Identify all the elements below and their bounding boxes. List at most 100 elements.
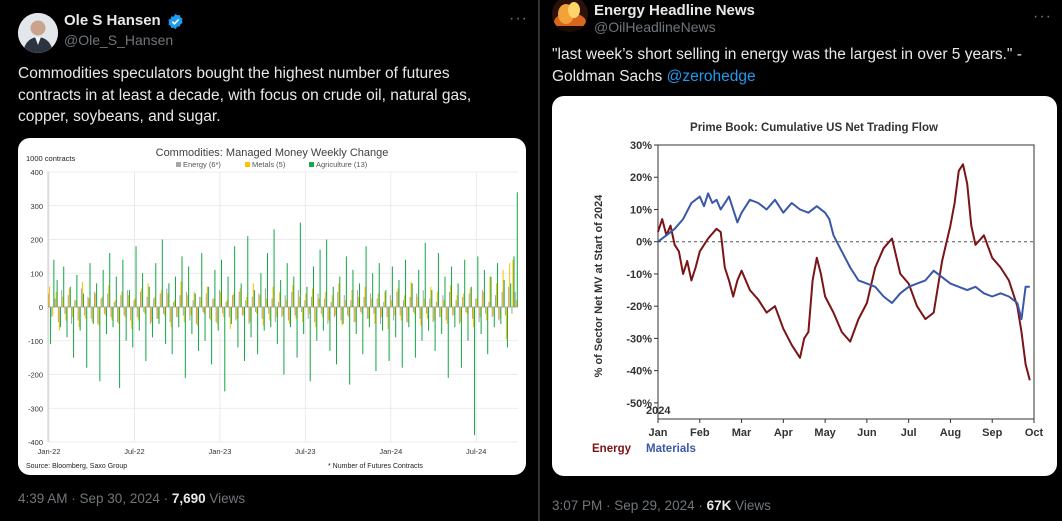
author-name[interactable]: Ole S Hansen <box>64 12 161 29</box>
bar-1 <box>367 307 369 319</box>
mention-link[interactable]: @zerohedge <box>666 67 756 85</box>
author-handle[interactable]: @OilHeadlineNews <box>594 19 716 35</box>
bar-1 <box>279 291 281 307</box>
bar-0 <box>153 298 155 307</box>
bar-2 <box>493 307 495 328</box>
bar-2 <box>234 246 236 307</box>
x-tick-label: Jan-23 <box>208 447 231 456</box>
bar-2 <box>359 283 361 308</box>
bar-1 <box>55 291 57 307</box>
bar-0 <box>307 307 309 319</box>
bar-1 <box>295 307 297 319</box>
bar-2 <box>332 286 334 307</box>
bar-1 <box>98 307 100 326</box>
chart-legend: Energy (6*) Metals (5) Agriculture (13) <box>176 160 368 169</box>
bar-2 <box>260 273 262 307</box>
bar-1 <box>58 307 60 331</box>
bar-2 <box>191 307 193 334</box>
bar-2 <box>424 242 426 308</box>
bar-0 <box>100 298 102 307</box>
bar-2 <box>59 307 61 328</box>
legend-energy: Energy <box>592 443 632 455</box>
bar-2 <box>375 307 377 372</box>
post-timestamp[interactable]: 3:07 PM · Sep 29, 2024 · <box>552 498 707 513</box>
bar-0 <box>94 291 96 307</box>
legend-swatch <box>245 162 250 167</box>
bar-1 <box>190 307 192 316</box>
bar-0 <box>445 307 447 321</box>
more-options-icon[interactable]: ··· <box>509 10 528 27</box>
bar-1 <box>249 307 251 323</box>
author-avatar[interactable] <box>552 0 588 32</box>
bar-2 <box>460 307 462 368</box>
bar-2 <box>102 269 104 308</box>
author-avatar[interactable] <box>18 13 58 53</box>
bar-1 <box>354 307 356 323</box>
x-tick-label: Jan-24 <box>379 447 402 456</box>
bar-0 <box>245 300 247 307</box>
bar-2 <box>391 266 393 307</box>
bar-2 <box>184 307 186 378</box>
bar-1 <box>226 300 228 307</box>
bar-1 <box>200 296 202 308</box>
bar-2 <box>365 246 367 307</box>
bar-0 <box>310 296 312 308</box>
bar-2 <box>270 307 272 328</box>
bar-1 <box>387 307 389 329</box>
bar-0 <box>386 307 388 318</box>
chart-image-prime-book[interactable]: Prime Book: Cumulative US Net Trading Fl… <box>552 96 1057 476</box>
chart-plot-area: 30% 20% 10% 0% -10% -20% -30% -40% -50% Jan Feb Mar… <box>626 140 1043 439</box>
bar-2 <box>474 307 476 436</box>
bar-1 <box>482 291 484 307</box>
bar-2 <box>444 276 446 308</box>
bar-1 <box>88 298 90 307</box>
bar-1 <box>380 307 383 318</box>
author-name[interactable]: Energy Headline News <box>594 2 755 19</box>
bar-2 <box>309 307 311 382</box>
bar-1 <box>160 290 162 308</box>
bar-2 <box>168 283 170 308</box>
bar-0 <box>448 291 451 307</box>
post-timestamp[interactable]: 4:39 AM · Sep 30, 2024 · <box>18 491 172 506</box>
bar-1 <box>167 293 169 307</box>
bar-2 <box>388 307 390 361</box>
bar-1 <box>282 307 284 316</box>
bar-0 <box>149 307 151 324</box>
bar-2 <box>194 293 196 307</box>
bar-1 <box>239 288 241 307</box>
bar-0 <box>84 307 86 316</box>
bar-1 <box>144 307 146 314</box>
chart-image-commodities[interactable]: Commodities: Managed Money Weekly Change… <box>18 138 526 475</box>
bar-1 <box>450 285 452 307</box>
bar-0 <box>491 307 493 318</box>
bar-1 <box>223 307 225 318</box>
bar-1 <box>170 307 172 328</box>
y-tick-label: 100 <box>30 269 43 278</box>
bar-0 <box>396 291 398 307</box>
bar-0 <box>455 300 457 307</box>
bar-2 <box>428 307 430 331</box>
bar-1 <box>469 288 471 307</box>
bar-1 <box>446 307 448 324</box>
bar-1 <box>473 307 475 328</box>
bar-0 <box>248 307 250 324</box>
bar-1 <box>187 295 189 307</box>
bar-0 <box>136 307 138 318</box>
bar-2 <box>171 307 173 355</box>
views-label: Views <box>205 491 246 506</box>
x-tick-label: Mar <box>732 427 752 439</box>
bar-1 <box>180 281 182 307</box>
bar-2 <box>217 307 219 331</box>
bar-2 <box>293 276 295 308</box>
chart-source: Source: Bloomberg, Saxo Group <box>26 463 127 470</box>
bar-1 <box>104 307 106 316</box>
y-tick-label: -30% <box>626 333 652 345</box>
bar-2 <box>342 307 344 324</box>
bar-2 <box>142 273 144 307</box>
more-options-icon[interactable]: ··· <box>1033 8 1052 25</box>
author-handle[interactable]: @Ole_S_Hansen <box>64 32 174 48</box>
bar-1 <box>334 307 336 316</box>
bar-0 <box>77 307 79 321</box>
bar-2 <box>303 307 305 334</box>
bar-0 <box>337 291 339 307</box>
